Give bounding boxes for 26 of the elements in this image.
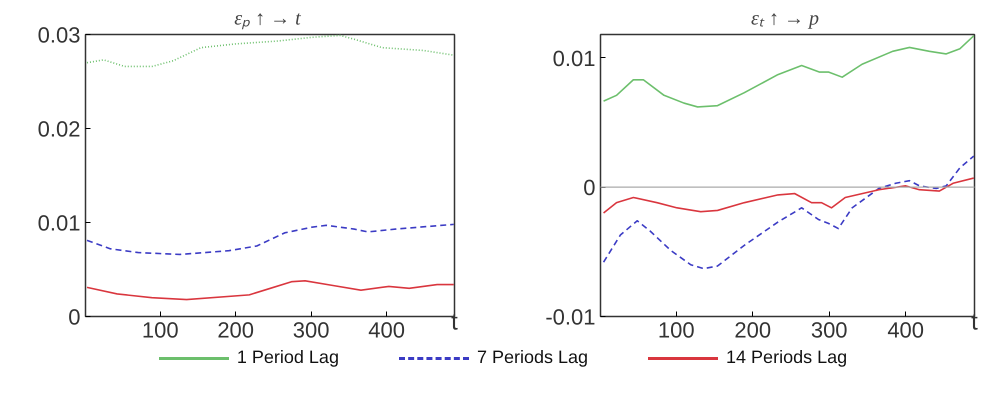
chart-title: εₜ ↑ → p xyxy=(751,8,819,30)
legend-label: 1 Period Lag xyxy=(236,347,339,367)
x-tick-label: 400 xyxy=(887,318,924,342)
x-tick-label: 400 xyxy=(368,318,405,342)
line-series xyxy=(86,224,454,256)
x-tick-label: 200 xyxy=(734,318,772,342)
legend-label: 7 Periods Lag xyxy=(476,347,588,367)
legend-label: 14 Periods Lag xyxy=(726,347,848,367)
line-series xyxy=(602,177,974,214)
y-tick-label: 0 xyxy=(583,175,596,200)
line-series xyxy=(86,34,454,68)
y-tick-label: 0.03 xyxy=(38,22,81,48)
y-tick-label: -0.01 xyxy=(545,304,596,330)
x-tick-label: 100 xyxy=(658,318,695,342)
x-tick-label: 300 xyxy=(810,318,848,342)
line-series xyxy=(86,280,454,300)
y-tick-label: 0.02 xyxy=(38,116,81,142)
x-tick-label: 200 xyxy=(217,318,254,342)
x-tick-label: 100 xyxy=(142,318,179,342)
chart-title: εₚ ↑ → t xyxy=(234,8,302,30)
line-series xyxy=(602,34,974,108)
y-tick-label: 0.01 xyxy=(38,210,81,236)
y-tick-label: 0 xyxy=(68,304,81,330)
line-series xyxy=(602,155,974,270)
x-tick-label: 300 xyxy=(292,318,330,342)
y-tick-label: 0.01 xyxy=(552,46,596,71)
